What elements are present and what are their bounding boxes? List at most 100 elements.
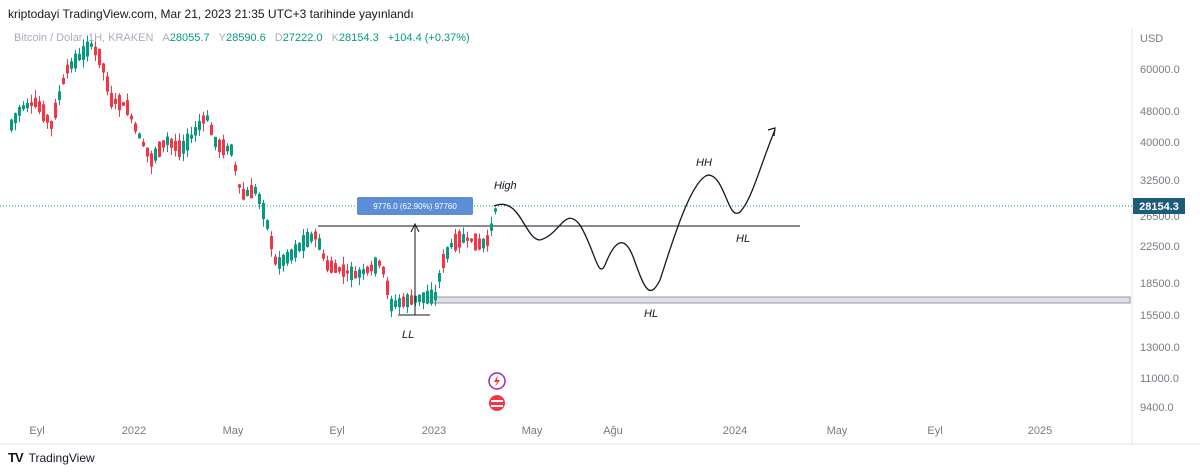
candle-body bbox=[306, 231, 309, 248]
candle-body bbox=[254, 186, 257, 194]
price-axis-tick: 60000.0 bbox=[1140, 64, 1180, 76]
candle-body bbox=[34, 97, 37, 108]
candle-body bbox=[98, 48, 101, 66]
candle-body bbox=[74, 53, 77, 69]
support-zone[interactable] bbox=[429, 296, 1131, 304]
last-price-tag bbox=[1133, 198, 1185, 214]
time-axis-ticks: Eyl 2022 May Eyl 2023 May Ağu 2024 May Eyl 2025 bbox=[29, 425, 1052, 437]
candle-body bbox=[410, 295, 413, 305]
candle-body bbox=[322, 253, 325, 259]
annotation-ll: LL bbox=[402, 329, 414, 341]
price-axis-tick: 32500.0 bbox=[1140, 175, 1180, 187]
candle-body bbox=[70, 61, 73, 69]
legend-close-label: K bbox=[331, 32, 339, 44]
candle-body bbox=[350, 266, 353, 281]
candle-body bbox=[362, 269, 365, 275]
candle-body bbox=[374, 257, 377, 274]
candle-body bbox=[382, 266, 385, 275]
candle-body bbox=[242, 188, 245, 200]
candle-body bbox=[462, 234, 465, 243]
candle-body bbox=[418, 294, 421, 303]
candle-body bbox=[26, 102, 29, 109]
candle-body bbox=[58, 91, 61, 100]
candle-body bbox=[270, 235, 273, 250]
candle-body bbox=[206, 115, 209, 121]
candle-body bbox=[166, 136, 169, 145]
candle-body bbox=[210, 124, 213, 136]
candle-body bbox=[258, 194, 261, 204]
candle-body bbox=[78, 53, 81, 61]
candle-body bbox=[82, 46, 85, 60]
candle-body bbox=[466, 237, 469, 241]
tradingview-logo-icon[interactable]: TV bbox=[8, 450, 24, 465]
candle-body bbox=[454, 233, 457, 251]
candle-body bbox=[114, 98, 117, 104]
footer: TV TradingView bbox=[8, 450, 95, 465]
candle-body bbox=[266, 220, 269, 229]
footer-brand[interactable]: TradingView bbox=[28, 450, 95, 465]
candle-body bbox=[358, 269, 361, 278]
candle-body bbox=[370, 264, 373, 272]
candle-body bbox=[378, 260, 381, 266]
candle-body bbox=[118, 95, 121, 111]
time-axis-tick: May bbox=[223, 425, 244, 437]
candle-body bbox=[222, 139, 225, 156]
candle-body bbox=[346, 270, 349, 274]
candle-body bbox=[94, 46, 97, 56]
lightning-icon bbox=[494, 375, 500, 387]
candle-body bbox=[338, 267, 341, 272]
candle-body bbox=[190, 134, 193, 139]
price-axis-ticks: 60000.048000.040000.032500.026500.022500… bbox=[1140, 64, 1180, 414]
candle-body bbox=[198, 120, 201, 131]
projection-path[interactable] bbox=[493, 129, 776, 292]
price-axis-tick: 9400.0 bbox=[1140, 402, 1174, 414]
annotation-hl-right: HL bbox=[736, 233, 750, 245]
candle-body bbox=[430, 289, 433, 304]
candle-body bbox=[482, 238, 485, 249]
time-axis-tick: 2023 bbox=[422, 425, 446, 437]
us-flag-event-icon[interactable] bbox=[489, 395, 505, 411]
price-axis-tick: 22500.0 bbox=[1140, 241, 1180, 253]
candle-body bbox=[202, 115, 205, 124]
candle-body bbox=[286, 251, 289, 264]
time-axis-tick: 2022 bbox=[122, 425, 146, 437]
time-axis-tick: May bbox=[827, 425, 848, 437]
candle-body bbox=[282, 254, 285, 266]
candle-body bbox=[234, 164, 237, 172]
candle-body bbox=[326, 260, 329, 271]
candle-body bbox=[62, 77, 65, 85]
candle-body bbox=[310, 233, 313, 242]
legend-low: 27222.0 bbox=[282, 32, 323, 44]
candle-body bbox=[54, 102, 57, 119]
candle-body bbox=[278, 257, 281, 269]
publish-header: kriptodayi TradingView.com, Mar 21, 2023… bbox=[8, 7, 414, 21]
candle-body bbox=[66, 64, 69, 74]
candle-body bbox=[214, 136, 217, 148]
candle-body bbox=[486, 235, 489, 247]
price-axis-tick: 40000.0 bbox=[1140, 137, 1180, 149]
candle-body bbox=[30, 102, 33, 106]
candle-body bbox=[86, 41, 89, 57]
time-axis-tick: 2025 bbox=[1028, 425, 1052, 437]
candle-body bbox=[42, 104, 45, 122]
price-axis-tick: 18500.0 bbox=[1140, 278, 1180, 290]
candle-body bbox=[398, 298, 401, 308]
flag-stripe-icon bbox=[491, 400, 503, 402]
measure-label-box bbox=[357, 197, 473, 215]
candle-body bbox=[246, 189, 249, 197]
candle-body bbox=[178, 140, 181, 157]
symbol-legend: Bitcoin / Dolar, 1H, KRAKEN A28055.7 Y28… bbox=[14, 32, 470, 44]
candle-body bbox=[150, 153, 153, 167]
flag-stripe-icon bbox=[491, 405, 503, 407]
legend-low-label: D bbox=[274, 32, 283, 44]
candle-body bbox=[342, 264, 345, 277]
candle-body bbox=[470, 238, 473, 242]
candle-body bbox=[262, 202, 265, 220]
candle-body bbox=[458, 231, 461, 248]
candle-body bbox=[426, 290, 429, 304]
candle-body bbox=[162, 140, 165, 148]
candle-body bbox=[230, 144, 233, 156]
candle-body bbox=[238, 184, 241, 188]
candle-body bbox=[390, 298, 393, 312]
